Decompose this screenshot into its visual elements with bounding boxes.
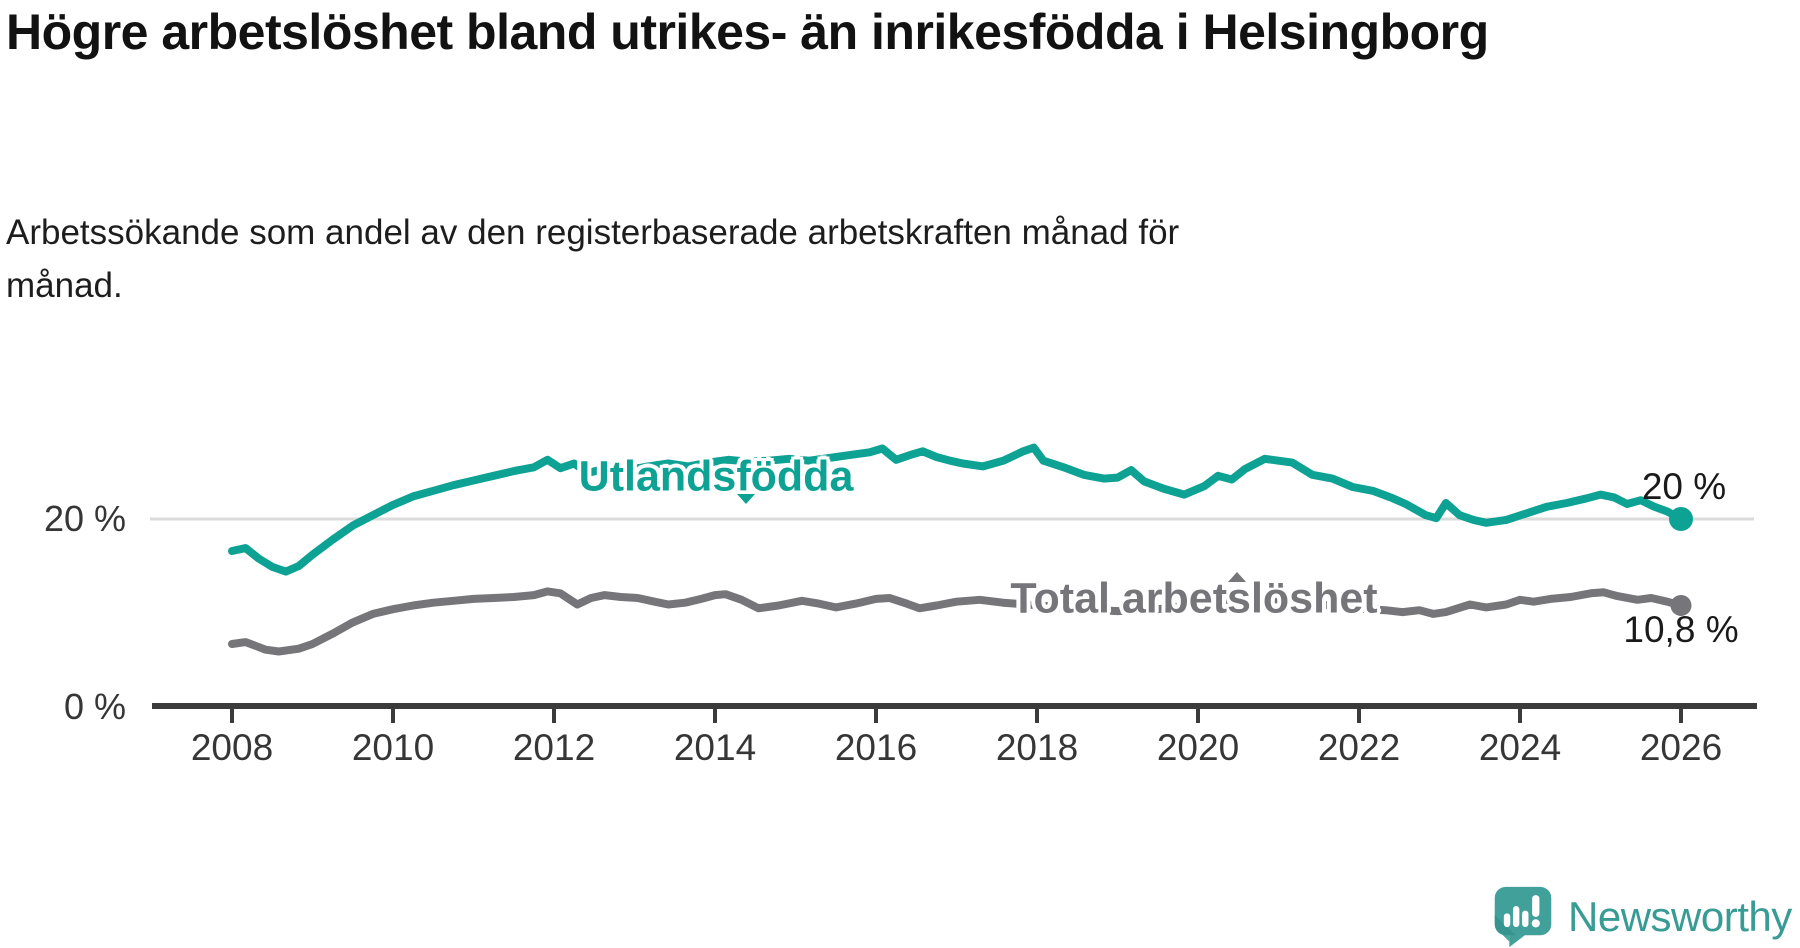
x-axis-label: 2020: [1156, 727, 1240, 768]
logo-bar-icon: [1512, 906, 1520, 928]
logo-exclamation-dot-icon: [1531, 919, 1540, 928]
series-line-0: [228, 443, 1685, 576]
x-axis-label: 2012: [512, 727, 596, 768]
x-axis-ticks: [230, 709, 1683, 723]
end-dot-1: [1670, 594, 1692, 616]
x-axis-label: 2024: [1478, 727, 1562, 768]
page-title: Högre arbetslöshet bland utrikes- än inr…: [6, 4, 1489, 60]
logo-bar-icon: [1522, 910, 1529, 928]
newsworthy-logo: [1492, 886, 1554, 948]
x-axis-label: 2026: [1639, 727, 1723, 768]
x-axis-label: 2022: [1317, 727, 1401, 768]
x-axis-label: 2014: [673, 727, 757, 768]
end-dot-0: [1669, 507, 1693, 531]
y-axis-label-20: 20 %: [43, 498, 126, 539]
y-axis-label-0: 0 %: [63, 686, 126, 727]
chart-subtitle: Arbetssökande som andel av den registerb…: [6, 213, 1180, 305]
x-axis-label: 2016: [834, 727, 918, 768]
newsworthy-logo-icon: [1494, 886, 1552, 948]
series-label-total-arbetsloshet: Total arbetslöshet: [1010, 574, 1378, 623]
newsworthy-logo-text: Newsworthy: [1568, 893, 1792, 940]
end-value-label-utlandsfodda: 20 %: [1641, 466, 1727, 507]
series-label-utlandsfodda: Utlandsfödda: [578, 452, 854, 501]
logo-exclamation-icon: [1532, 895, 1540, 917]
end-value-label-total-arbetsloshet: 10,8 %: [1623, 609, 1739, 650]
x-axis-label: 2008: [190, 727, 274, 768]
label-pointer-total-arbetsloshet-icon: [1228, 572, 1246, 582]
x-axis-label: 2018: [995, 727, 1079, 768]
label-pointer-utlandsfodda-icon: [737, 494, 755, 504]
x-axis-label: 2010: [351, 727, 435, 768]
series-line-1: [228, 587, 1685, 656]
logo-bar-icon: [1503, 913, 1511, 928]
